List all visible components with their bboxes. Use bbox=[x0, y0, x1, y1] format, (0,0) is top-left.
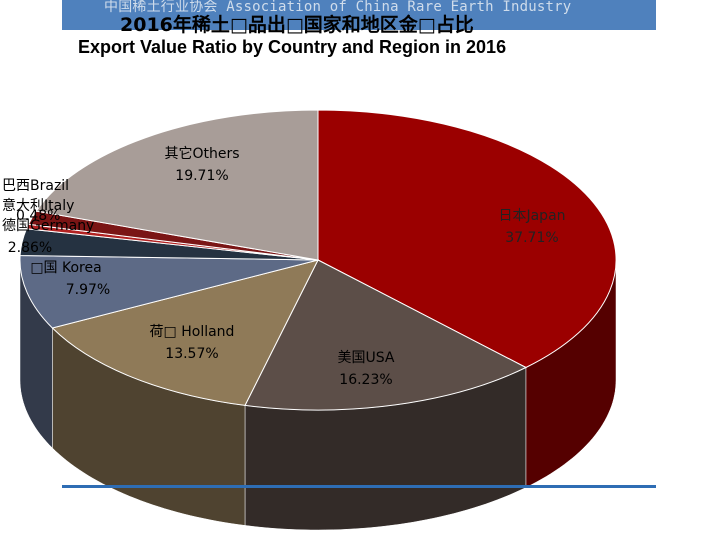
pie-slice-japan bbox=[317, 109, 617, 369]
slice-value-holland: 13.57% bbox=[165, 346, 218, 362]
slice-label-japan: 日本Japan bbox=[498, 208, 565, 224]
slice-value-usa: 16.23% bbox=[339, 372, 392, 388]
pie-labels: 日本Japan 37.71% 美国USA 16.23% 荷□ Holland 13.57%… bbox=[2, 145, 566, 388]
slice-label-usa: 美国USA bbox=[338, 350, 395, 366]
slice-label-korea: □国 Korea bbox=[30, 260, 101, 276]
slice-label-italy: 意大利Italy bbox=[2, 197, 74, 214]
pie-tops bbox=[19, 109, 617, 411]
slice-value-korea: 7.97% bbox=[66, 282, 110, 298]
slice-value-others: 19.71% bbox=[175, 168, 228, 184]
header-org-text: 中国稀土行业协会 Association of China Rare Earth… bbox=[104, 0, 572, 15]
pie-slice-korea bbox=[19, 254, 319, 329]
chart-title-chinese: 2016年稀土□品出□国家和地区金□占比 bbox=[120, 14, 474, 36]
slice-value-germany: 2.86% bbox=[8, 240, 52, 256]
slice-value-italy: 0.48% bbox=[16, 208, 60, 224]
pie-slice-holland bbox=[51, 259, 319, 406]
header-band bbox=[62, 0, 656, 30]
slice-value-japan: 37.71% bbox=[505, 230, 558, 246]
pie-slice-others bbox=[35, 109, 319, 261]
chart-title-english: Export Value Ratio by Country and Region… bbox=[78, 37, 507, 57]
pie-sides bbox=[19, 259, 617, 531]
pie-slice-usa bbox=[244, 259, 528, 411]
slice-label-brazil: 巴西Brazil bbox=[2, 178, 69, 194]
slice-label-holland: 荷□ Holland bbox=[150, 324, 235, 340]
slice-label-germany: 德国Germany bbox=[2, 218, 94, 234]
slice-label-others: 其它Others bbox=[164, 145, 239, 162]
bottom-divider bbox=[62, 485, 656, 488]
